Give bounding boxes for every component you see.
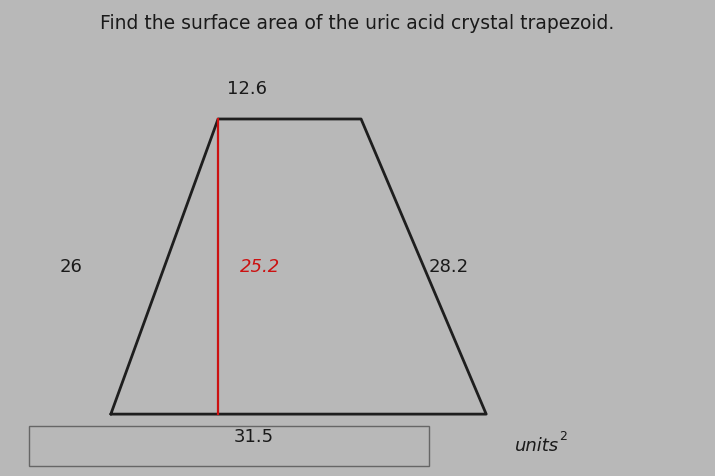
Text: Find the surface area of the uric acid crystal trapezoid.: Find the surface area of the uric acid c… [100,14,615,33]
Text: 31.5: 31.5 [234,428,274,446]
Text: 2: 2 [559,430,567,444]
Text: 26: 26 [59,258,82,276]
Text: 25.2: 25.2 [240,258,280,276]
Text: 12.6: 12.6 [227,79,267,98]
Bar [29,426,429,466]
Text: units: units [515,437,559,456]
Text: 28.2: 28.2 [429,258,469,276]
